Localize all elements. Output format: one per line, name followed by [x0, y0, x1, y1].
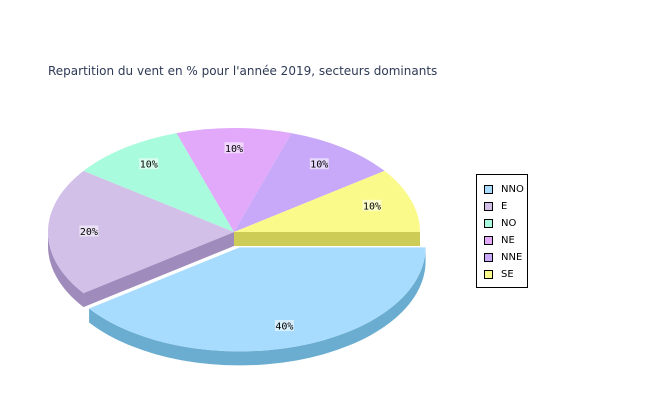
- legend-item-no: NO: [484, 217, 516, 229]
- pie-slice-ne: [176, 128, 292, 232]
- slice-label-bg: [309, 158, 329, 170]
- legend-label: NNO: [501, 183, 524, 195]
- legend-swatch: [484, 235, 493, 245]
- legend-label: NE: [501, 234, 515, 246]
- pie-slice-wall-se: [234, 232, 420, 246]
- slice-label-e: 20%: [80, 227, 98, 238]
- legend-item-e: E: [484, 200, 507, 212]
- legend-swatch: [484, 252, 493, 262]
- legend-item-ne: NE: [484, 234, 515, 246]
- pie-slice-side-e: [48, 232, 84, 308]
- legend-swatch: [484, 201, 493, 211]
- chart-title: Repartition du vent en % pour l'année 20…: [48, 64, 438, 78]
- pie-depth-layer: [48, 232, 426, 366]
- pie-slice-nno: [89, 247, 426, 352]
- legend-swatch: [484, 184, 493, 194]
- slice-label-bg: [362, 199, 382, 211]
- slice-label-ne: 10%: [225, 144, 243, 155]
- pie-slice-se: [234, 170, 420, 232]
- pie-slice-wall-e: [83, 232, 234, 308]
- pie-top-layer: [47, 128, 426, 352]
- pie-slice-side-nno: [89, 247, 426, 366]
- slice-label-bg: [139, 158, 159, 170]
- pie-slice-no: [83, 133, 234, 232]
- slice-label-bg: [79, 225, 99, 237]
- legend-swatch: [484, 269, 493, 279]
- legend-item-nno: NNO: [484, 183, 524, 195]
- legend-label: NNE: [501, 251, 523, 263]
- slice-label-no: 10%: [140, 160, 158, 171]
- legend: NNO E NO NE NNE SE: [476, 174, 528, 288]
- slice-label-bg: [274, 320, 294, 332]
- legend-swatch: [484, 218, 493, 228]
- legend-item-nne: NNE: [484, 251, 522, 263]
- legend-item-se: SE: [484, 268, 514, 280]
- slice-label-nne: 10%: [310, 160, 328, 171]
- legend-label: SE: [501, 268, 514, 280]
- pie-slice-e: [47, 170, 234, 294]
- legend-label: E: [501, 200, 508, 212]
- slice-label-bg: [224, 142, 244, 154]
- slice-label-se: 10%: [363, 201, 381, 212]
- pie-slice-nne: [234, 133, 385, 232]
- legend-label: NO: [501, 217, 517, 229]
- pie-labels-layer: 40% 20% 10% 10% 10% 10%: [79, 142, 382, 333]
- slice-label-nno: 40%: [275, 322, 293, 333]
